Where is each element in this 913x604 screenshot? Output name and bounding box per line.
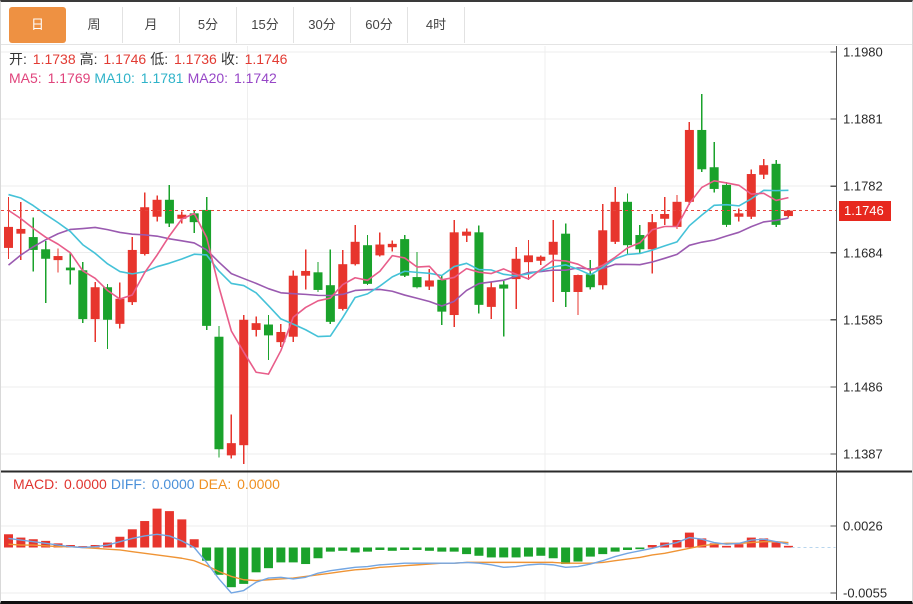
label: MA20:	[187, 70, 229, 86]
macd-tick-label: 0.0026	[843, 518, 883, 534]
label: 开:	[9, 51, 27, 67]
quote-row-item: 高: 1.1746	[80, 49, 149, 69]
macd-row-item: DEA: 0.0000	[199, 476, 282, 492]
ma-row-item: MA10: 1.1781	[94, 70, 185, 86]
value: 0.0000	[60, 476, 107, 492]
price-tick-label: 1.1684	[843, 245, 883, 261]
ohlc-readout: 开: 1.1738 高: 1.1746 低: 1.1736 收: 1.1746	[9, 49, 291, 69]
label: MA5:	[9, 70, 42, 86]
macd-readout: MACD: 0.0000 DIFF: 0.0000 DEA: 0.0000	[13, 476, 284, 492]
value: 1.1742	[230, 70, 277, 86]
tab-timeframe-5[interactable]: 30分	[294, 7, 351, 43]
ma-readout: MA5: 1.1769 MA10: 1.1781 MA20: 1.1742	[9, 70, 281, 86]
quote-row-item: 低: 1.1736	[150, 49, 219, 69]
price-tick-label: 1.1585	[843, 312, 883, 328]
timeframe-tabbar: 日周月 5分 15分 30分 60分 4时	[1, 2, 912, 45]
macd-tick-label: -0.0055	[843, 585, 888, 601]
price-tick-label: 1.1980	[843, 44, 883, 60]
tab-timeframe-1[interactable]: 周	[66, 7, 123, 43]
value: 0.0000	[147, 476, 195, 492]
quote-row-item: 收: 1.1746	[221, 49, 290, 69]
value: 1.1736	[170, 51, 217, 67]
label: 低:	[150, 51, 169, 67]
macd-row-item: MACD: 0.0000	[13, 476, 109, 492]
label: DEA:	[198, 476, 232, 492]
value: 1.1769	[43, 70, 91, 86]
label: 高:	[79, 51, 98, 67]
tab-timeframe-7[interactable]: 4时	[408, 7, 465, 43]
price-tick-label: 1.1387	[843, 446, 883, 462]
price-tick-label: 1.1782	[843, 178, 883, 194]
tab-timeframe-4[interactable]: 15分	[237, 7, 294, 43]
label: DIFF:	[110, 476, 146, 492]
tab-timeframe-2[interactable]: 月	[123, 7, 180, 43]
macd-row-item: DIFF: 0.0000	[111, 476, 197, 492]
tab-timeframe-6[interactable]: 60分	[351, 7, 408, 43]
current-price-badge: 1.1746	[839, 200, 891, 221]
quote-row-item: 开: 1.1738	[9, 49, 78, 69]
label: MACD:	[13, 476, 59, 492]
value: 1.1746	[240, 51, 288, 67]
ma-row-item: MA20: 1.1742	[188, 70, 279, 86]
value: 1.1781	[136, 70, 184, 86]
ma-row-item: MA5: 1.1769	[9, 70, 92, 86]
value: 0.0000	[233, 476, 280, 492]
value: 1.1746	[99, 51, 147, 67]
tab-timeframe-3[interactable]: 5分	[180, 7, 237, 43]
price-tick-label: 1.1486	[843, 379, 883, 395]
tab-timeframe-0[interactable]: 日	[9, 7, 66, 43]
label: MA10:	[94, 70, 135, 86]
price-tick-label: 1.1881	[843, 111, 883, 127]
label: 收:	[220, 51, 239, 67]
value: 1.1738	[28, 51, 76, 67]
